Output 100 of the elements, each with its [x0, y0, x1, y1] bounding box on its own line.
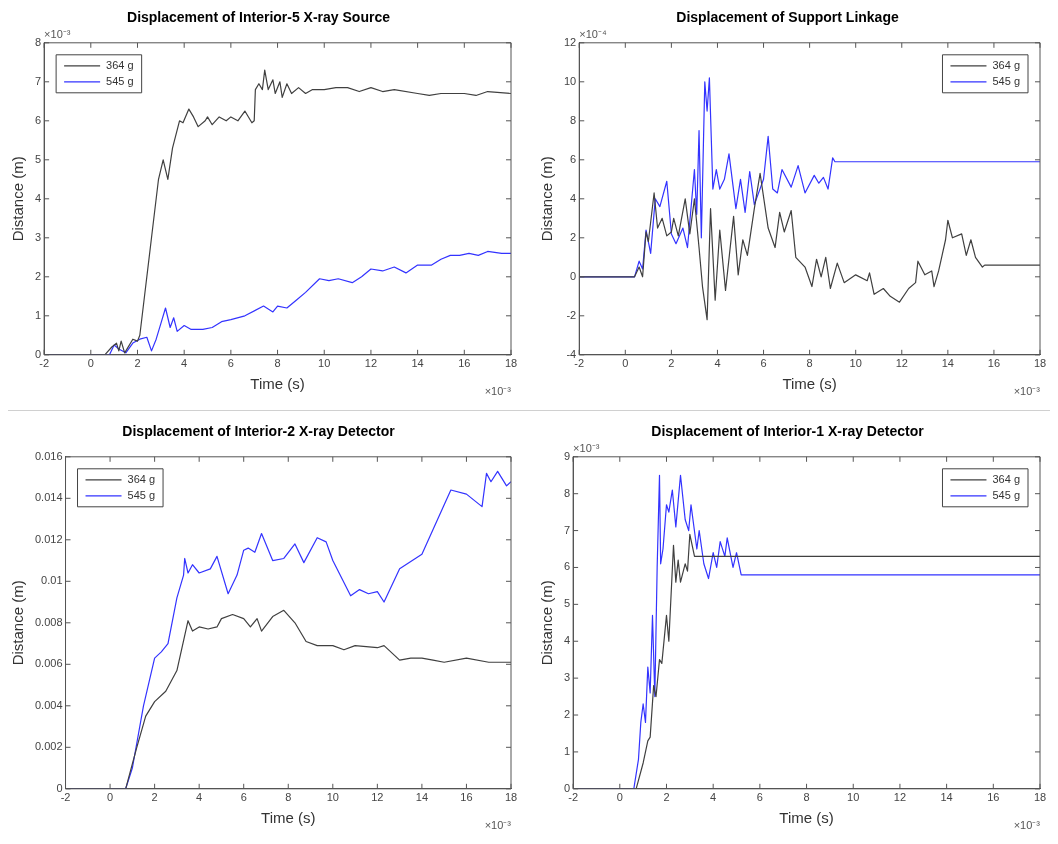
legend-label: 545 g — [127, 488, 156, 501]
y-tick-label: 7 — [34, 74, 42, 87]
y-tick-label: 0.014 — [35, 491, 63, 504]
legend-label: 545 g — [992, 488, 1020, 501]
chart-title: Displacement of Interior-2 X-ray Detector — [122, 423, 396, 440]
x-tick-label: 2 — [668, 357, 675, 370]
x-tick-label: 0 — [622, 357, 629, 370]
y-tick-label: 8 — [563, 486, 571, 499]
y-tick-label: 2 — [570, 230, 577, 243]
y-tick-label: 4 — [34, 191, 42, 204]
x-tick-label: 12 — [895, 357, 908, 370]
x-tick-label: 2 — [134, 357, 141, 370]
y-tick-label: 0.012 — [35, 532, 63, 545]
legend-label: 364 g — [992, 472, 1020, 485]
x-tick-label: 8 — [274, 357, 281, 370]
x-tick-label: 4 — [714, 357, 721, 370]
y-tick-label: 0 — [563, 781, 571, 794]
x-tick-label: 8 — [285, 791, 292, 804]
x-tick-label: 14 — [411, 357, 424, 370]
y-tick-label: 0.008 — [35, 615, 63, 628]
y-tick-label: 3 — [563, 671, 571, 684]
y-tick-label: 12 — [563, 35, 577, 48]
x-tick-label: 2 — [663, 791, 670, 804]
x-tick-label: 6 — [760, 357, 767, 370]
text: ×10⁻³ — [484, 819, 512, 832]
y-tick-label: 0.004 — [35, 698, 63, 711]
y-axis-title: Distance (m) — [538, 580, 556, 666]
y-tick-label: 5 — [34, 152, 42, 165]
legend-label: 545 g — [992, 74, 1020, 87]
x-tick-label: 4 — [181, 357, 188, 370]
legend-label: 364 g — [106, 58, 134, 71]
text: ×10⁻³ — [1013, 385, 1041, 398]
y-tick-label: 7 — [563, 523, 571, 536]
y-tick-label: 0.016 — [35, 449, 63, 462]
text: ×10⁻³ — [44, 28, 71, 41]
x-tick-label: 18 — [504, 791, 518, 804]
x-tick-label: 16 — [987, 357, 1001, 370]
y-tick-label: 0.006 — [35, 657, 63, 670]
x-tick-label: 10 — [847, 791, 860, 804]
x-axis-title: Time (s) — [782, 375, 837, 393]
y-tick-label: 1 — [563, 744, 571, 757]
text: ×10⁻³ — [484, 385, 512, 398]
x-tick-label: -2 — [60, 791, 71, 804]
y-tick-label: 0 — [56, 781, 63, 794]
y-tick-label: 1 — [34, 308, 42, 321]
y-tick-label: 8 — [34, 35, 42, 48]
x-tick-label: 6 — [240, 791, 247, 804]
x-axis-title: Time (s) — [250, 375, 305, 393]
chart-title: Displacement of Support Linkage — [676, 9, 899, 26]
y-axis-title: Distance (m) — [9, 580, 27, 666]
y-tick-label: 6 — [563, 560, 571, 573]
x-tick-label: 18 — [1033, 357, 1047, 370]
x-tick-label: 6 — [227, 357, 234, 370]
y-tick-label: -2 — [566, 308, 577, 321]
y-tick-label: 0 — [34, 347, 42, 360]
x-tick-label: 10 — [326, 791, 339, 804]
y-tick-label: 5 — [563, 597, 571, 610]
x-tick-label: 14 — [941, 357, 954, 370]
y-tick-label: 9 — [563, 449, 571, 462]
x-tick-label: 2 — [151, 791, 158, 804]
x-axis-title: Time (s) — [779, 809, 834, 827]
y-tick-label: 0.002 — [35, 740, 63, 753]
y-tick-label: 2 — [34, 269, 42, 282]
x-tick-label: 12 — [364, 357, 378, 370]
x-tick-label: 14 — [415, 791, 429, 804]
x-tick-label: 16 — [458, 357, 471, 370]
y-tick-label: 2 — [563, 708, 571, 721]
chart-title: Displacement of Interior-5 X-ray Source — [127, 9, 391, 26]
y-tick-label: 6 — [570, 152, 577, 165]
legend-label: 364 g — [992, 58, 1020, 71]
legend-label: 364 g — [127, 472, 156, 485]
y-axis-title: Distance (m) — [9, 156, 27, 242]
x-tick-label: 8 — [803, 791, 810, 804]
legend-label: 545 g — [106, 74, 134, 87]
x-tick-label: 0 — [87, 357, 94, 370]
x-axis-title: Time (s) — [261, 809, 316, 827]
x-tick-label: 6 — [756, 791, 763, 804]
text: ×10⁻³ — [1013, 819, 1041, 832]
x-tick-label: 18 — [504, 357, 518, 370]
chart-title: Displacement of Interior-1 X-ray Detector — [651, 423, 925, 440]
y-tick-label: 4 — [563, 634, 571, 647]
x-tick-label: 14 — [940, 791, 953, 804]
x-tick-label: 8 — [806, 357, 813, 370]
y-tick-label: 3 — [34, 230, 42, 243]
x-tick-label: 4 — [710, 791, 717, 804]
x-tick-label: 10 — [849, 357, 862, 370]
y-tick-label: 8 — [570, 113, 577, 126]
y-axis-title: Distance (m) — [538, 156, 556, 242]
y-tick-label: 4 — [570, 191, 577, 204]
y-tick-label: 0 — [570, 269, 577, 282]
x-tick-label: 12 — [893, 791, 907, 804]
y-tick-label: 6 — [34, 113, 42, 126]
text: ×10⁻⁴ — [579, 28, 607, 41]
x-tick-label: 16 — [987, 791, 1000, 804]
y-tick-label: 10 — [563, 74, 577, 87]
x-tick-label: 18 — [1033, 791, 1047, 804]
x-tick-label: 0 — [107, 791, 114, 804]
x-tick-label: 0 — [616, 791, 623, 804]
x-tick-label: 10 — [318, 357, 331, 370]
x-tick-label: 4 — [196, 791, 203, 804]
